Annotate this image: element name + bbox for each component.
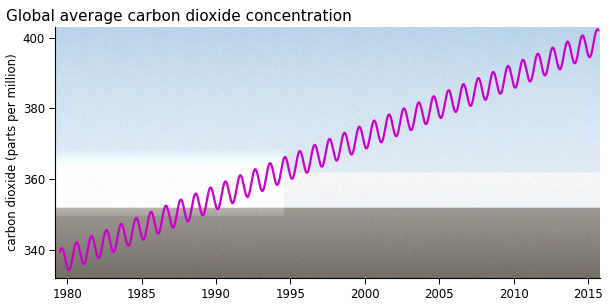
Text: Global average carbon dioxide concentration: Global average carbon dioxide concentrat… bbox=[6, 9, 352, 24]
Y-axis label: carbon dioxide (parts per million): carbon dioxide (parts per million) bbox=[5, 54, 18, 251]
